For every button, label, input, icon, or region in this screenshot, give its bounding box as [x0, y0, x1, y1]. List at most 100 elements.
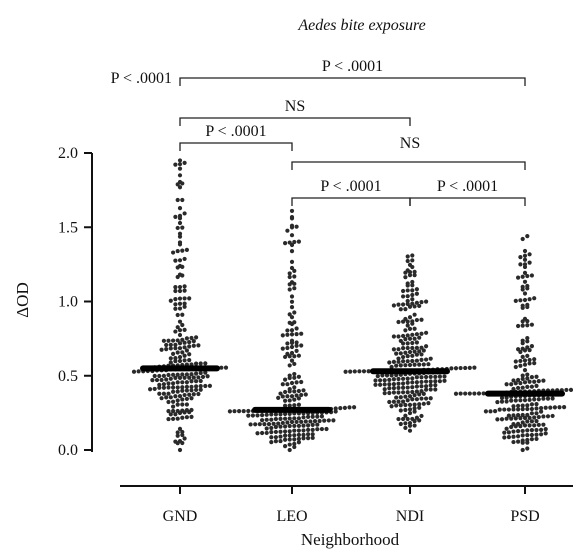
data-point-ndi	[382, 378, 387, 383]
data-point-ndi	[421, 362, 426, 367]
data-point-psd	[516, 385, 521, 391]
data-point-ndi	[405, 416, 410, 422]
data-point-leo	[319, 414, 324, 419]
data-point-leo	[292, 310, 297, 315]
data-point-leo	[289, 216, 295, 221]
data-point-leo	[342, 405, 347, 410]
data-point-ndi	[401, 341, 406, 346]
data-point-psd	[541, 414, 546, 419]
data-point-leo	[306, 414, 311, 419]
data-point-leo	[294, 326, 299, 331]
data-point-leo	[273, 416, 278, 422]
data-point-leo	[283, 403, 288, 408]
data-point-leo	[255, 413, 260, 418]
bracket-ndi-psd	[409, 197, 526, 206]
data-point-ndi	[412, 304, 417, 309]
data-point-gnd	[196, 391, 201, 397]
data-point-gnd	[168, 376, 173, 381]
data-point-gnd	[171, 404, 176, 409]
data-point-gnd	[194, 387, 199, 392]
data-point-ndi	[405, 298, 410, 304]
data-point-gnd	[182, 301, 187, 306]
data-point-psd	[545, 396, 551, 401]
data-point-gnd	[175, 441, 180, 446]
data-point-psd	[476, 391, 482, 396]
data-point-ndi	[419, 396, 424, 401]
data-point-leo	[296, 423, 301, 428]
data-point-leo	[278, 434, 283, 439]
data-point-ndi	[433, 379, 438, 384]
data-point-ndi	[405, 390, 410, 395]
data-point-gnd	[159, 347, 164, 352]
data-point-psd	[557, 405, 562, 410]
data-point-psd	[522, 257, 528, 262]
data-point-leo	[287, 398, 292, 403]
data-point-ndi	[391, 377, 396, 382]
data-point-leo	[289, 242, 295, 248]
data-point-ndi	[401, 319, 406, 324]
data-point-ndi	[403, 394, 408, 399]
data-point-leo	[289, 305, 295, 310]
data-point-psd	[509, 416, 514, 421]
data-point-gnd	[168, 395, 173, 400]
data-point-gnd	[177, 301, 183, 306]
data-point-ndi	[403, 337, 408, 342]
data-point-leo	[283, 433, 288, 438]
data-point-ndi	[412, 402, 417, 407]
data-point-leo	[278, 412, 283, 417]
data-point-gnd	[166, 416, 171, 422]
data-point-psd	[527, 260, 532, 265]
data-point-leo	[287, 375, 292, 381]
data-point-gnd	[191, 392, 196, 397]
data-point-leo	[289, 344, 295, 350]
data-point-gnd	[184, 415, 189, 420]
data-point-gnd	[175, 372, 180, 377]
data-point-psd	[518, 255, 523, 260]
data-point-gnd	[166, 381, 171, 386]
data-point-leo	[269, 412, 274, 417]
data-point-leo	[283, 429, 288, 434]
data-point-leo	[292, 416, 297, 421]
data-point-gnd	[175, 225, 180, 231]
data-point-ndi	[407, 349, 413, 355]
data-point-gnd	[203, 361, 208, 366]
data-point-ndi	[417, 349, 422, 354]
data-point-gnd	[173, 356, 178, 361]
data-point-psd	[488, 409, 493, 414]
data-point-psd	[520, 274, 525, 279]
data-point-leo	[292, 428, 297, 433]
data-point-ndi	[361, 369, 367, 374]
data-point-psd	[529, 419, 535, 424]
data-point-gnd	[180, 264, 185, 269]
data-point-leo	[347, 405, 352, 410]
y-tick-label: 0.5	[58, 368, 78, 385]
data-point-leo	[292, 274, 297, 279]
data-point-psd	[529, 322, 535, 327]
data-point-psd	[511, 413, 516, 418]
data-point-ndi	[394, 395, 399, 400]
data-point-gnd	[177, 288, 183, 294]
data-point-leo	[253, 422, 258, 427]
data-point-ndi	[403, 407, 408, 413]
data-point-ndi	[396, 376, 401, 382]
data-point-psd	[527, 361, 532, 366]
data-point-ndi	[417, 392, 422, 397]
data-point-ndi	[424, 299, 429, 304]
data-point-gnd	[180, 248, 185, 253]
data-point-gnd	[180, 337, 185, 342]
data-point-gnd	[182, 284, 187, 289]
data-point-psd	[472, 391, 477, 396]
data-point-psd	[516, 403, 521, 408]
data-point-ndi	[424, 384, 429, 389]
data-point-gnd	[175, 338, 180, 343]
data-point-psd	[518, 358, 523, 364]
data-point-gnd	[182, 327, 187, 332]
x-tick-label: NDI	[396, 508, 424, 525]
data-point-psd	[525, 428, 530, 433]
data-point-leo	[289, 380, 295, 386]
data-point-psd	[536, 414, 541, 420]
data-point-psd	[522, 398, 528, 403]
data-point-ndi	[398, 408, 403, 413]
data-point-psd	[495, 417, 500, 422]
data-point-ndi	[410, 292, 415, 298]
